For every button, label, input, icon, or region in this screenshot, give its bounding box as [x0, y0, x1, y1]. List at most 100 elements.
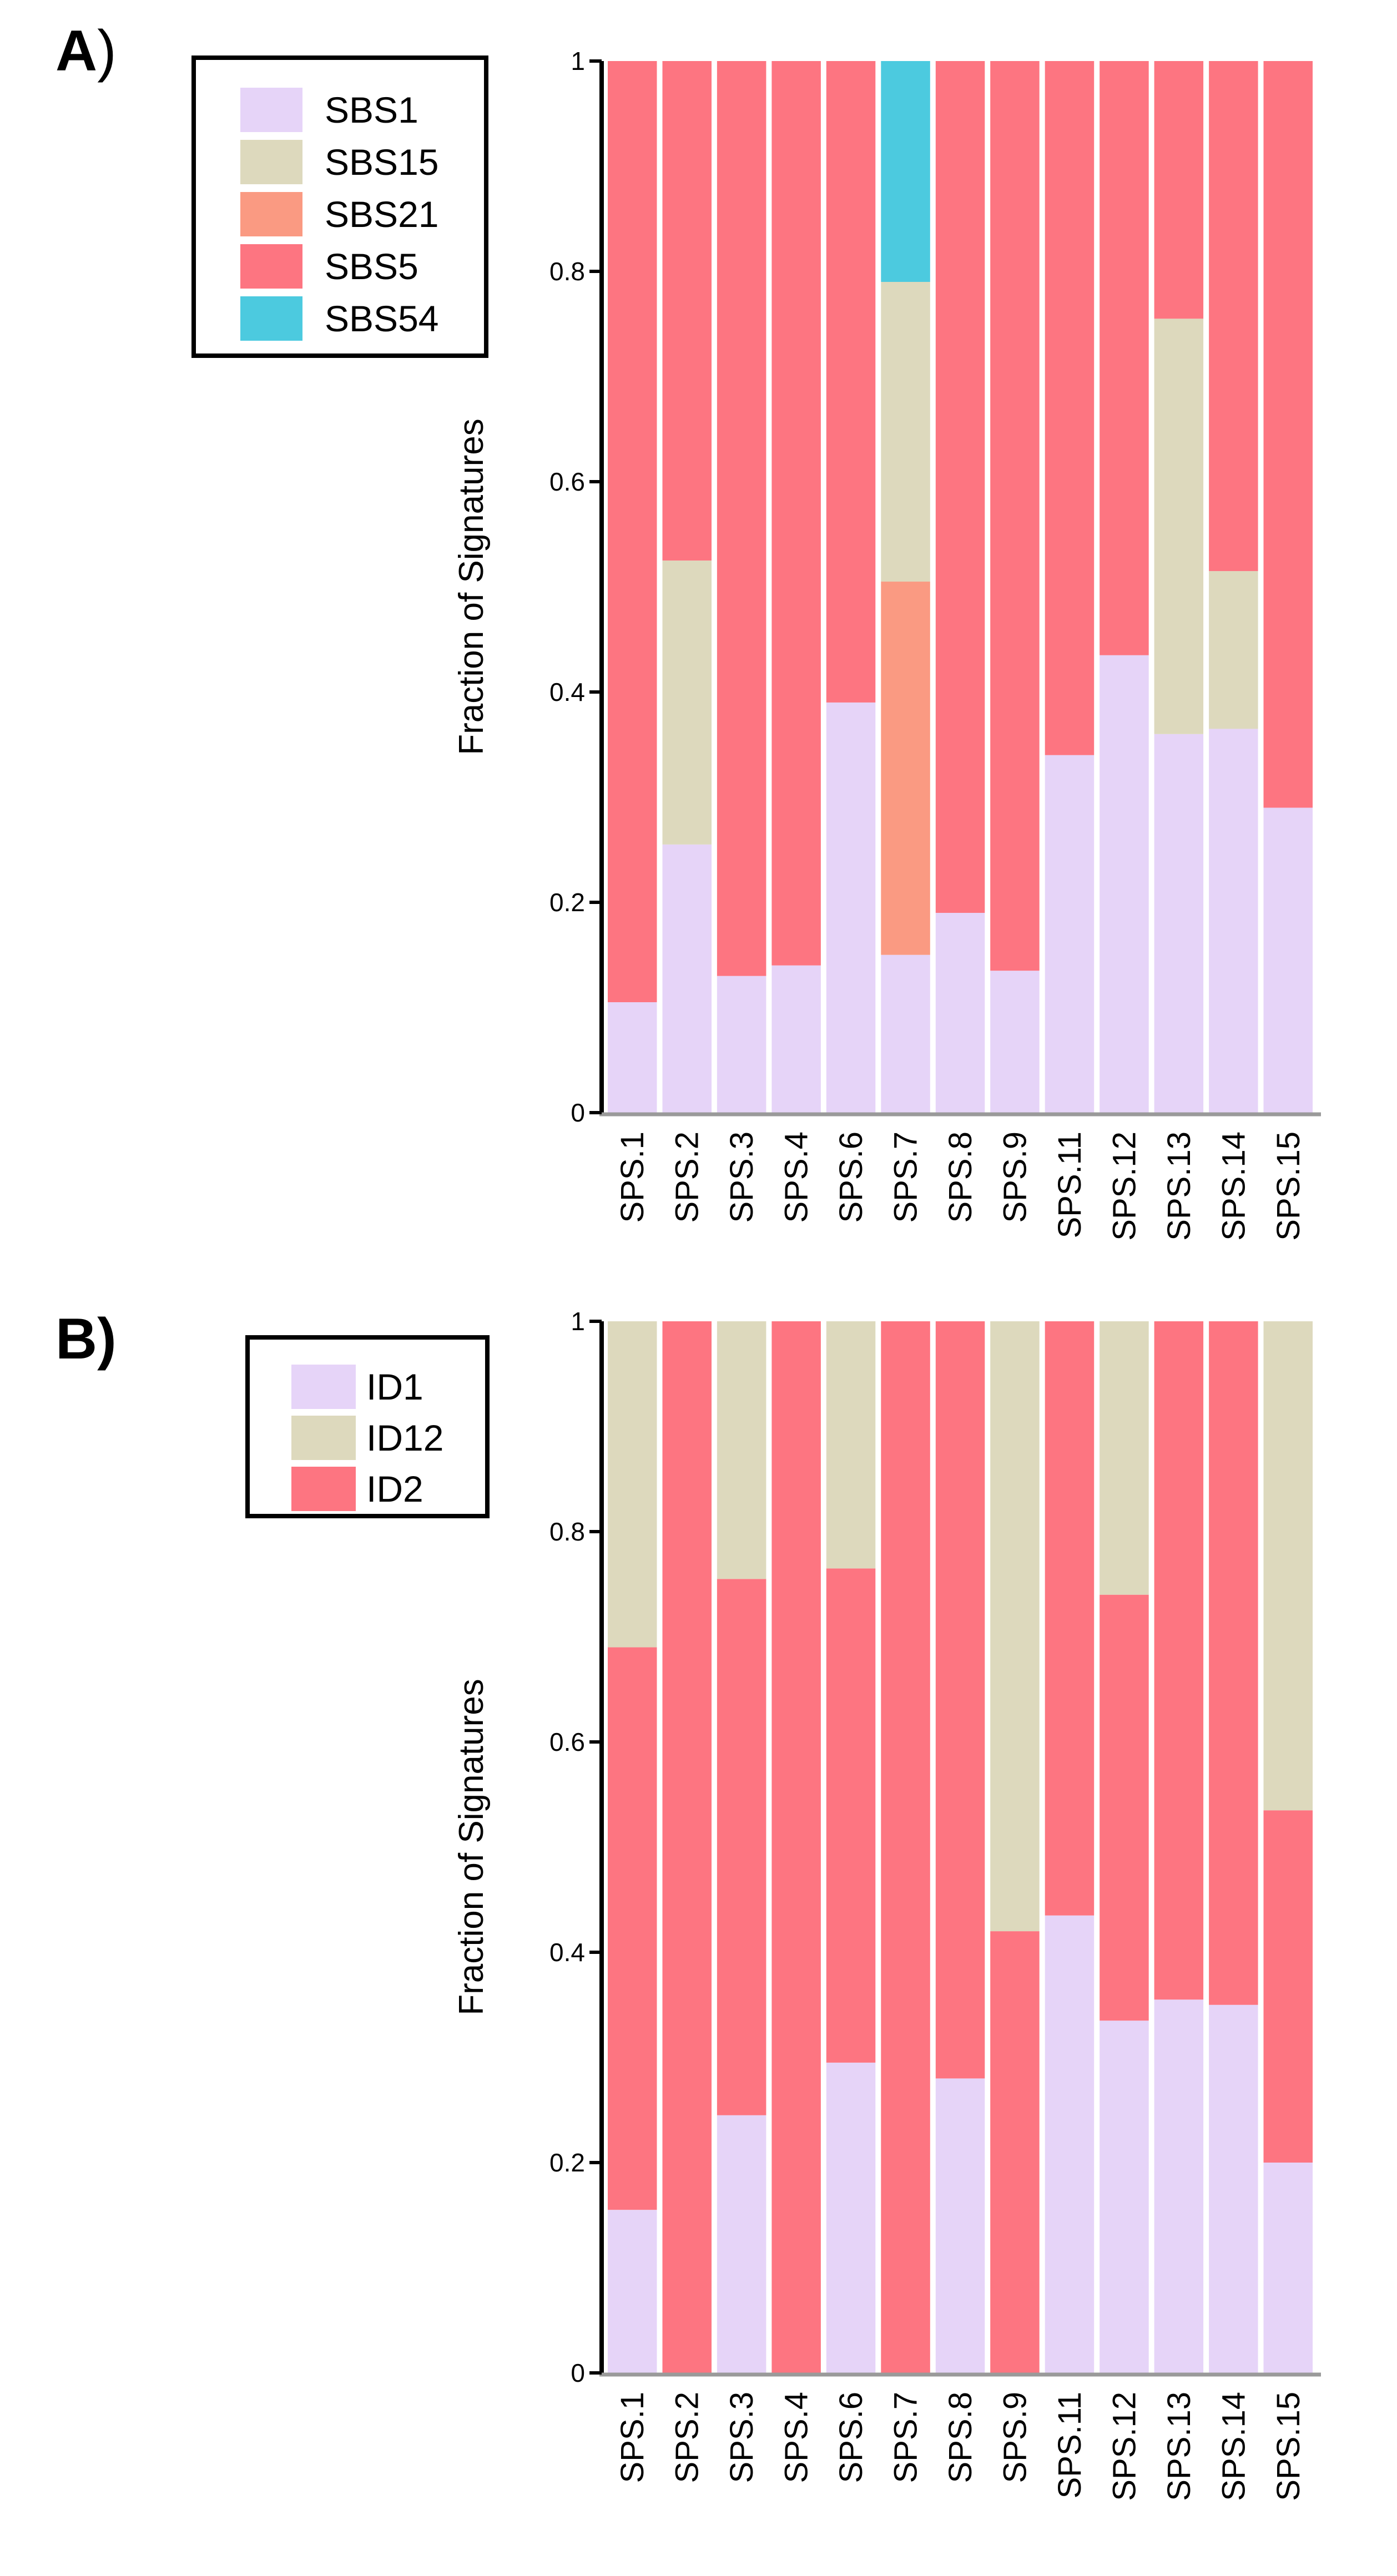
- chart-a-category-label: SPS.9: [997, 1132, 1033, 1223]
- chart-b-category-label: SPS.4: [779, 2392, 815, 2483]
- chart-b-bar-sps-8-id2: [935, 1321, 985, 2079]
- chart-a-category-label: SPS.12: [1106, 1132, 1142, 1241]
- legend-swatch-id1: [291, 1365, 356, 1409]
- chart-a-category-label: SPS.2: [669, 1132, 705, 1223]
- chart-b-bar-sps-9-id12: [990, 1321, 1040, 1932]
- chart-b-y-axis-title: Fraction of Signatures: [452, 1679, 491, 2016]
- chart-a-category-label: SPS.8: [942, 1132, 979, 1223]
- chart-b-category-label: SPS.3: [724, 2392, 760, 2483]
- chart-b-bar-sps-9-id2: [990, 1931, 1040, 2373]
- chart-b-category-label: SPS.2: [669, 2392, 705, 2483]
- chart-b-y-tick-label: 1: [571, 1307, 585, 1336]
- legend-label-sbs1: SBS1: [325, 89, 418, 130]
- chart-b-bar-sps-13-id2: [1154, 1321, 1204, 2000]
- chart-a-category-label: SPS.15: [1270, 1132, 1307, 1241]
- chart-a-y-tick-label: 1: [571, 47, 585, 75]
- chart-b-bar-sps-2-id2: [662, 1321, 712, 2373]
- legend-swatch-sbs15: [240, 140, 302, 184]
- chart-a-bar-sps-3-sbs5: [717, 61, 766, 976]
- chart-a-bar-sps-2-sbs5: [662, 61, 712, 561]
- chart-b-y-tick-label: 0.2: [549, 2148, 585, 2177]
- chart-a-bar-sps-1-sbs1: [608, 1002, 657, 1113]
- panel-letter-a-text: A: [56, 19, 98, 83]
- legend-swatch-sbs54: [240, 296, 302, 341]
- chart-b-bar-sps-6-id12: [826, 1321, 876, 1569]
- panel-letter-a: A): [56, 22, 117, 80]
- chart-b-bar-sps-6-id1: [826, 2063, 876, 2373]
- chart-b-category-label: SPS.11: [1052, 2392, 1088, 2498]
- chart-a-category-label: SPS.13: [1161, 1132, 1197, 1241]
- chart-b-category-label: SPS.1: [614, 2392, 650, 2483]
- chart-b-bar-sps-13-id1: [1154, 1999, 1204, 2373]
- panel-letter-a-paren: ): [97, 19, 117, 83]
- legend-label-sbs21: SBS21: [325, 194, 439, 235]
- stacked-bar-chart-b: 0 0.2 0.4 0.6 0.8 1 SPS.1 SPS.2 SPS.3 SPS.4 SPS.6 S…: [452, 1307, 1321, 2501]
- chart-a-y-tick-label: 0.8: [549, 257, 585, 286]
- legend-a: SBS1 SBS15 SBS21 SBS5 SBS54: [191, 55, 488, 358]
- legend-swatch-sbs5: [240, 244, 302, 289]
- chart-a-y-tick-label: 0.2: [549, 888, 585, 917]
- chart-a-y-axis-title: Fraction of Signatures: [452, 418, 491, 755]
- chart-b-bar-sps-14-id1: [1209, 2004, 1258, 2373]
- legend-label-id12: ID12: [366, 1417, 444, 1458]
- chart-b-bar-sps-3-id12: [717, 1321, 766, 1579]
- chart-a-bar-sps-11-sbs1: [1045, 755, 1095, 1113]
- panel-letter-b: B): [56, 1310, 117, 1368]
- chart-a-y-tick-label: 0.6: [549, 467, 585, 496]
- chart-a-bar-sps-7-sbs1: [881, 954, 930, 1113]
- chart-a-bar-sps-2-sbs1: [662, 844, 712, 1113]
- chart-b-bar-sps-15-id1: [1263, 2163, 1313, 2373]
- chart-a-bar-sps-6-sbs5: [826, 61, 876, 703]
- chart-a-category-label: SPS.1: [614, 1132, 650, 1223]
- chart-a-y-tick-label: 0: [571, 1098, 585, 1127]
- legend-swatch-id12: [291, 1416, 356, 1460]
- legend-label-id2: ID2: [366, 1468, 423, 1509]
- chart-a-category-label: SPS.11: [1052, 1132, 1088, 1238]
- chart-b-category-label: SPS.6: [833, 2392, 869, 2483]
- chart-b-category-label: SPS.8: [942, 2392, 979, 2483]
- legend-label-sbs15: SBS15: [325, 142, 439, 183]
- chart-b-bar-sps-11-id1: [1045, 1915, 1095, 2373]
- chart-b-bar-sps-15-id2: [1263, 1810, 1313, 2163]
- chart-b-bar-sps-4-id2: [771, 1321, 821, 2373]
- chart-a-bar-sps-3-sbs1: [717, 976, 766, 1113]
- chart-b-category-label: SPS.9: [997, 2392, 1033, 2483]
- chart-a-bar-sps-15-sbs1: [1263, 807, 1313, 1113]
- chart-a-bar-sps-15-sbs5: [1263, 61, 1313, 808]
- chart-a-bar-sps-7-sbs15: [881, 282, 930, 582]
- chart-a-bar-sps-4-sbs5: [771, 61, 821, 966]
- stacked-bar-chart-a: 0 0.2 0.4 0.6 0.8 1 SPS.1 SPS.2 SPS.3 SPS.4 SPS.6 S…: [452, 47, 1321, 1241]
- chart-a-category-label: SPS.7: [888, 1132, 924, 1223]
- chart-b-y-tick-label: 0.4: [549, 1938, 585, 1967]
- chart-a-bar-sps-14-sbs5: [1209, 61, 1258, 572]
- chart-a-bar-sps-1-sbs5: [608, 61, 657, 1002]
- legend-b: ID1 ID12 ID2: [245, 1335, 490, 1518]
- chart-b-bar-sps-12-id12: [1100, 1321, 1149, 1595]
- legend-label-sbs54: SBS54: [325, 298, 439, 339]
- chart-a-bar-sps-2-sbs15: [662, 560, 712, 845]
- chart-a-bar-sps-4-sbs1: [771, 965, 821, 1113]
- chart-a-bar-sps-7-sbs21: [881, 582, 930, 955]
- chart-b-category-label: SPS.15: [1270, 2392, 1307, 2501]
- chart-b-bar-sps-1-id2: [608, 1647, 657, 2210]
- chart-b-category-label: SPS.7: [888, 2392, 924, 2483]
- chart-b-bar-sps-12-id2: [1100, 1594, 1149, 2021]
- chart-a-category-label: SPS.4: [779, 1132, 815, 1223]
- chart-a-bar-sps-13-sbs1: [1154, 734, 1204, 1113]
- chart-a-category-label: SPS.14: [1216, 1132, 1252, 1241]
- chart-a-bar-sps-13-sbs15: [1154, 319, 1204, 734]
- chart-a-y-tick-label: 0.4: [549, 678, 585, 706]
- chart-a-bar-sps-8-sbs5: [935, 61, 985, 913]
- legend-label-sbs5: SBS5: [325, 246, 418, 287]
- chart-a-bar-sps-12-sbs1: [1100, 655, 1149, 1113]
- chart-a-bar-sps-11-sbs5: [1045, 61, 1095, 755]
- panel-a: A) SBS1 SBS15 SBS21 SBS5 SBS54 0 0.2 0.4 0.6 0.8…: [56, 22, 1321, 1241]
- chart-b-y-tick-label: 0: [571, 2358, 585, 2387]
- chart-b-bar-sps-8-id1: [935, 2078, 985, 2373]
- chart-b-category-label: SPS.12: [1106, 2392, 1142, 2501]
- chart-b-bar-sps-14-id2: [1209, 1321, 1258, 2005]
- chart-b-bar-sps-1-id12: [608, 1321, 657, 1648]
- chart-a-bar-sps-9-sbs5: [990, 61, 1040, 971]
- chart-b-y-tick-label: 0.8: [549, 1517, 585, 1546]
- chart-a-category-label: SPS.6: [833, 1132, 869, 1223]
